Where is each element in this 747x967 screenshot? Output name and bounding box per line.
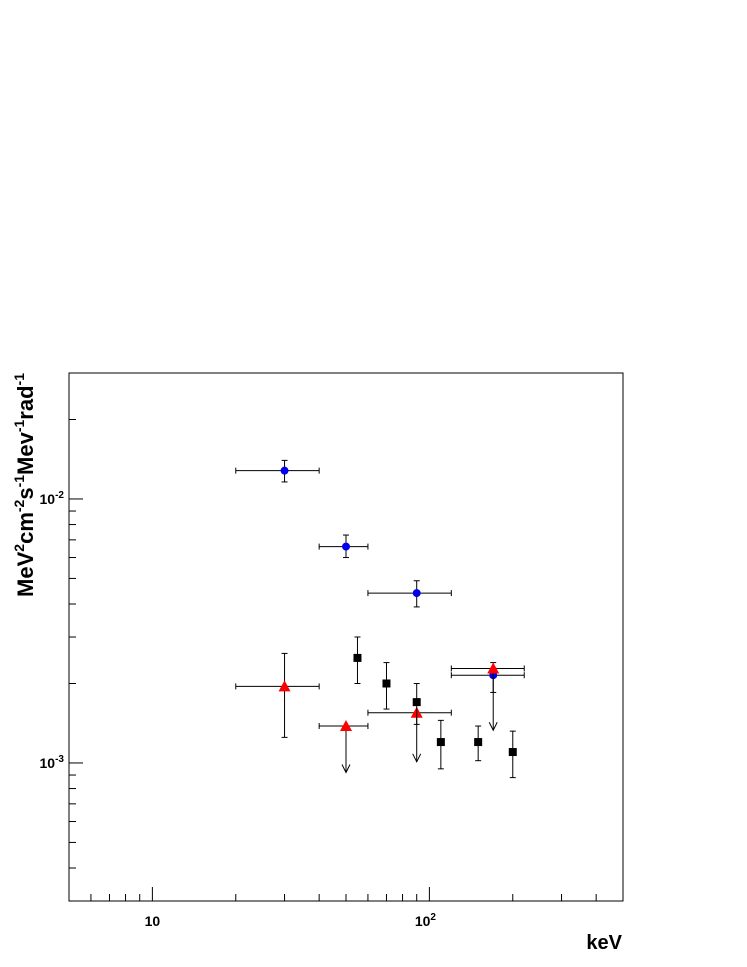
triangle-point: [235, 652, 320, 738]
circle-marker: [412, 589, 421, 598]
upper-limit-arrowhead: [412, 753, 422, 763]
triangle-marker: [340, 720, 352, 732]
square-marker: [353, 653, 362, 662]
square-marker: [412, 698, 421, 707]
circle-point: [450, 662, 525, 693]
triangle-marker: [278, 680, 291, 692]
x-tick-label: 102: [415, 912, 437, 929]
circle-marker: [342, 542, 350, 551]
y-tick-label: 10-2: [40, 490, 65, 507]
circle-point: [235, 459, 320, 483]
triangle-point: [318, 720, 369, 774]
circle-marker: [280, 466, 289, 475]
x-tick-label: 10: [145, 913, 161, 929]
circle-point: [367, 580, 452, 608]
square-point: [412, 682, 421, 725]
plot-frame: [68, 372, 624, 902]
square-marker: [436, 738, 445, 747]
square-marker: [508, 748, 517, 757]
circle-point: [318, 534, 369, 559]
square-point: [508, 730, 517, 779]
y-axis-title: MeV2cm-2s-1Mev-1rad-1: [11, 373, 38, 597]
upper-limit-arrowhead: [488, 722, 498, 732]
square-point: [382, 662, 391, 710]
axes: 10 102 10-3 10-2: [40, 372, 624, 929]
square-marker: [382, 679, 391, 688]
y-tick-label: 10-3: [40, 754, 65, 771]
square-point: [353, 636, 362, 684]
square-point: [436, 719, 445, 770]
triangle-point: [450, 662, 525, 732]
x-axis-title: keV: [586, 932, 622, 954]
triangle-point: [367, 706, 452, 763]
upper-limit-arrowhead: [341, 764, 351, 774]
triangle-marker: [487, 662, 500, 674]
square-marker: [474, 738, 483, 747]
data-marks: [235, 459, 525, 779]
square-point: [474, 725, 483, 762]
